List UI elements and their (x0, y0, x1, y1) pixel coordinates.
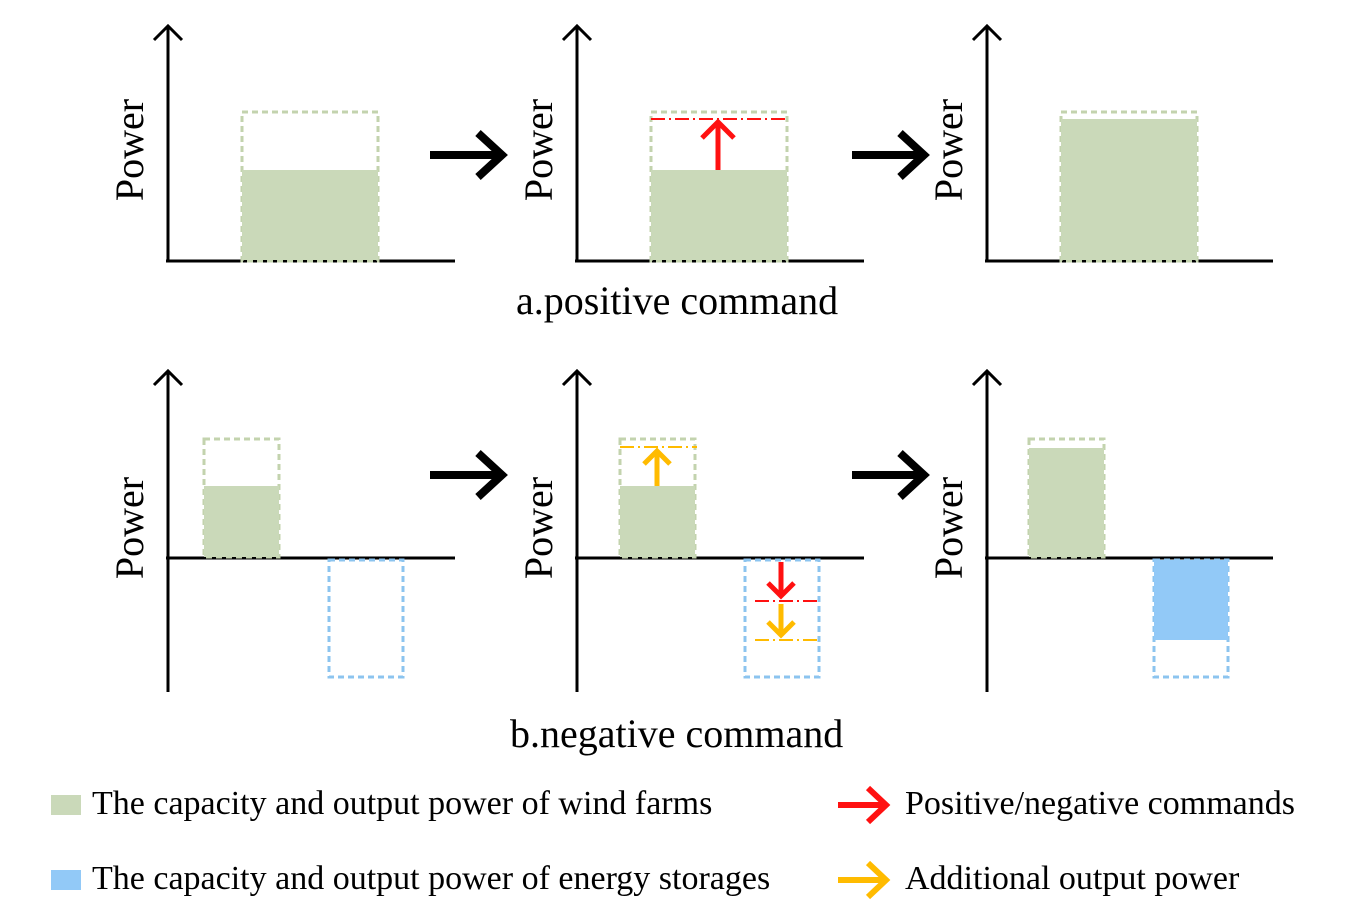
panel-b1 (152, 368, 455, 692)
y-axis-label-b2: Power (516, 476, 561, 580)
panel-a1 (152, 23, 455, 263)
flow-arrow-b2 (852, 450, 930, 500)
legend-command-label: Positive/negative commands (905, 785, 1295, 822)
storage-capacity-outline (327, 558, 405, 679)
additional-down-arrow (766, 604, 796, 639)
wind-output-bar (1029, 448, 1104, 557)
panel-b3 (971, 368, 1273, 692)
flow-arrow-a1 (430, 130, 508, 180)
y-axis-arrowhead (561, 368, 593, 387)
y-axis-label-b1: Power (107, 476, 152, 580)
flow-arrow-b1 (430, 450, 508, 500)
storage-output-bar (1154, 560, 1228, 640)
wind-output-bar (1061, 119, 1197, 260)
wind-output-bar (651, 170, 787, 260)
caption-positive: a.positive command (516, 278, 839, 323)
y-axis-label-a3: Power (926, 98, 971, 202)
legend-storage-swatch (51, 870, 81, 890)
wind-output-bar (620, 486, 695, 557)
panel-a2 (561, 23, 864, 263)
panel-b2 (561, 368, 864, 692)
y-axis-label-b3: Power (926, 476, 971, 580)
caption-negative: b.negative command (510, 711, 844, 756)
legend-wind-swatch (51, 795, 81, 815)
y-axis-label-a2: Power (516, 98, 561, 202)
additional-up-arrow (642, 447, 672, 486)
y-axis-arrowhead (152, 23, 184, 42)
legend-wind-label: The capacity and output power of wind fa… (92, 785, 713, 822)
y-axis-arrowhead (561, 23, 593, 42)
legend-additional-label: Additional output power (905, 860, 1240, 897)
y-axis-arrowhead (152, 368, 184, 387)
legend-additional-arrow-icon (838, 860, 891, 900)
y-axis-arrowhead (971, 368, 1003, 387)
legend-storage-label: The capacity and output power of energy … (92, 860, 771, 897)
wind-output-bar (204, 486, 279, 557)
y-axis-label-a1: Power (107, 98, 152, 202)
command-up-arrow (700, 118, 736, 170)
command-down-arrow (766, 562, 796, 600)
legend-command-arrow-icon (838, 785, 891, 825)
panel-a3 (971, 23, 1273, 263)
y-axis-arrowhead (971, 23, 1003, 42)
storage-capacity-outline (743, 558, 821, 679)
wind-output-bar (242, 170, 378, 260)
flow-arrow-a2 (852, 130, 930, 180)
